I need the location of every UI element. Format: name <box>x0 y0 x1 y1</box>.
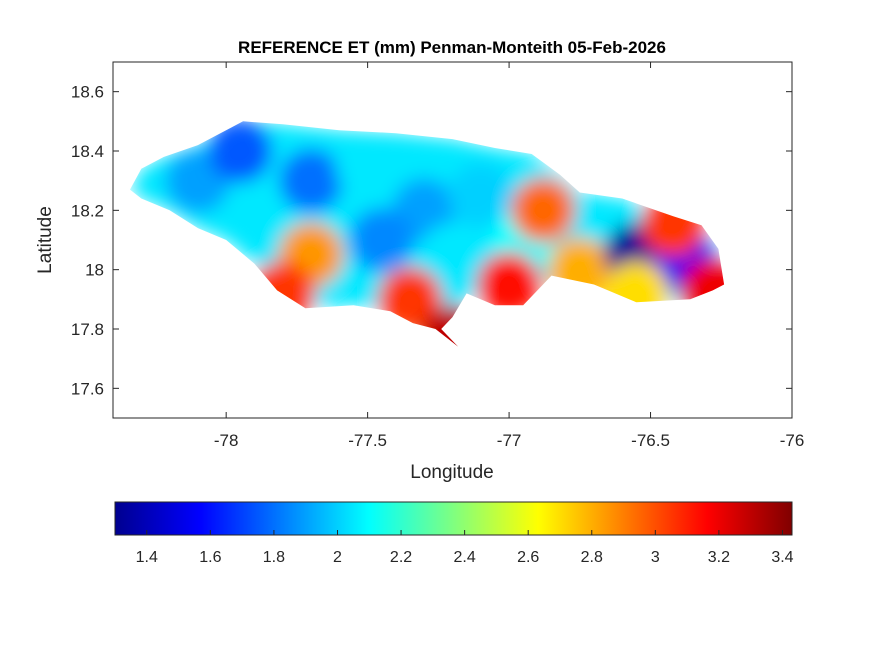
y-tick-label: 18.4 <box>71 142 104 161</box>
x-tick-label: -76 <box>780 431 805 450</box>
x-axis: -78 -77.5 -77 -76.5 -76 <box>214 62 804 450</box>
y-axis-label: Latitude <box>35 206 56 274</box>
colorbar-ticks: 1.4 1.6 1.8 2 2.2 2.4 2.6 2.8 3 3.2 3.4 <box>136 530 794 566</box>
x-tick-label: -77.5 <box>348 431 387 450</box>
colorbar-tick-label: 2.4 <box>453 549 475 566</box>
colorbar-tick-label: 3 <box>651 549 660 566</box>
heatmap-cell <box>335 133 400 198</box>
heatmap-cell <box>279 148 343 213</box>
y-axis: 17.6 17.8 18 18.2 18.4 18.6 <box>71 83 792 398</box>
colorbar-tick-label: 3.2 <box>708 549 730 566</box>
x-axis-label: Longitude <box>410 462 493 483</box>
chart-title: REFERENCE ET (mm) Penman-Monteith 05-Feb… <box>238 38 666 57</box>
colorbar-tick-label: 3.4 <box>771 549 793 566</box>
heatmap-cell <box>511 178 575 243</box>
heatmap-cell <box>349 208 414 272</box>
y-tick-label: 18.6 <box>71 83 104 102</box>
heatmap-cell <box>448 163 513 228</box>
colorbar-tick-label: 1.8 <box>263 549 285 566</box>
y-tick-label: 17.6 <box>71 379 104 398</box>
colorbar-tick-label: 2.8 <box>581 549 603 566</box>
heatmap-cell <box>477 252 542 317</box>
colorbar <box>114 501 793 536</box>
colorbar-tick-label: 1.4 <box>136 549 158 566</box>
colorbar-tick-label: 2.2 <box>390 549 412 566</box>
x-tick-label: -77 <box>497 431 522 450</box>
y-tick-label: 18 <box>85 261 104 280</box>
heatmap-cell <box>420 222 485 287</box>
heatmap-cell <box>208 121 273 183</box>
x-tick-label: -76.5 <box>631 431 670 450</box>
y-tick-label: 17.8 <box>71 320 104 339</box>
x-tick-label: -78 <box>214 431 239 450</box>
y-tick-label: 18.2 <box>71 201 104 220</box>
colorbar-tick-label: 2.6 <box>517 549 539 566</box>
colorbar-tick-label: 1.6 <box>199 549 221 566</box>
colorbar-tick-label: 2 <box>333 549 342 566</box>
